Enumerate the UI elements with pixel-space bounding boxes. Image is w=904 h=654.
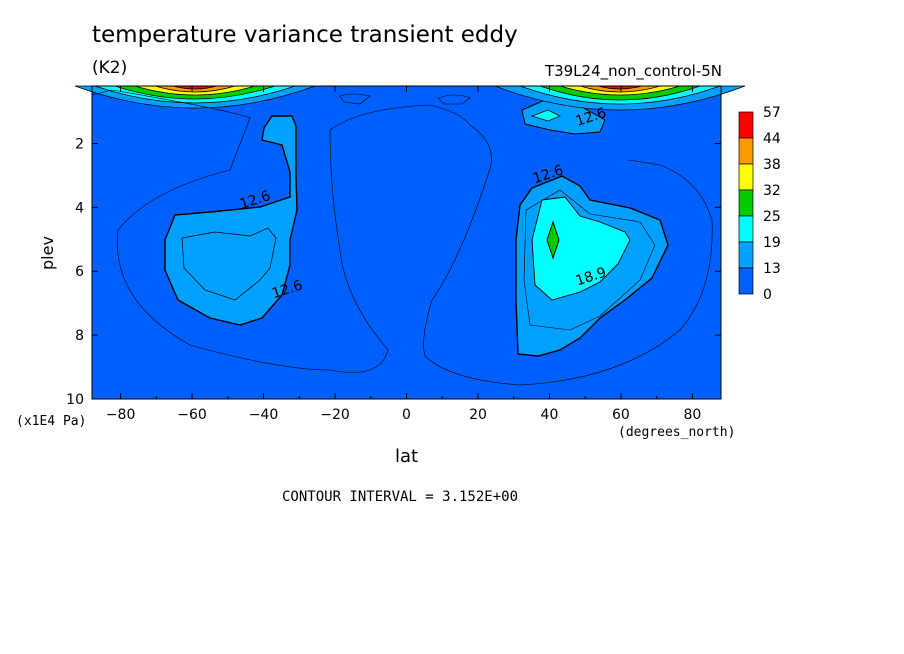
colorbar-swatch-6 xyxy=(738,267,754,295)
chart-title: temperature variance transient eddy xyxy=(92,22,518,48)
y-tick-label-2: 6 xyxy=(75,264,84,280)
x-tick-label-0: −80 xyxy=(106,407,136,423)
colorbar-label-3: 32 xyxy=(763,183,781,199)
colorbar-label-7: 0 xyxy=(763,287,772,303)
run-label: T39L24_non_control-5N xyxy=(544,62,722,80)
small-cell-b xyxy=(437,94,471,105)
colorbar-swatch-3 xyxy=(738,189,754,217)
colorbar-label-2: 38 xyxy=(763,157,781,173)
colorbar-label-0: 57 xyxy=(763,105,781,121)
left-lobe-fill xyxy=(164,115,298,326)
colorbar-label-4: 25 xyxy=(763,209,781,225)
contour-interval-note: CONTOUR INTERVAL = 3.152E+00 xyxy=(282,489,519,505)
colorbar-swatch-2 xyxy=(738,163,754,191)
x-tick-label-7: 60 xyxy=(612,407,630,423)
x-tick-label-5: 20 xyxy=(469,407,487,423)
x-axis-label: lat xyxy=(395,446,419,467)
colorbar-label-1: 44 xyxy=(763,131,781,147)
x-axis-ticks: −80 −60 −40 −20 0 20 40 60 80 xyxy=(106,86,701,423)
contour-lines xyxy=(91,89,713,386)
upper-right-core xyxy=(530,109,561,122)
x-axis-units: (degrees_north) xyxy=(618,425,736,440)
contour-fills xyxy=(74,85,746,399)
y-tick-label-1: 4 xyxy=(75,200,84,216)
y-tick-label-4: 10 xyxy=(66,392,84,408)
x-tick-label-4: 0 xyxy=(402,407,411,423)
colorbar-label-5: 19 xyxy=(763,235,781,251)
small-cell-a xyxy=(339,93,371,105)
colorbar: 57 44 38 32 25 19 13 0 xyxy=(738,105,781,303)
y-tick-label-0: 2 xyxy=(75,136,84,152)
x-tick-label-8: 80 xyxy=(683,407,701,423)
x-tick-label-3: −20 xyxy=(320,407,350,423)
x-tick-label-6: 40 xyxy=(541,407,559,423)
outer-contour xyxy=(111,89,713,386)
colorbar-label-6: 13 xyxy=(763,261,781,277)
right-mid-contour xyxy=(523,189,656,331)
y-axis-ticks: 2 4 6 8 10 xyxy=(66,136,721,408)
x-tick-label-2: −40 xyxy=(249,407,279,423)
y-tick-label-3: 8 xyxy=(75,328,84,344)
left-inner-contour xyxy=(181,227,277,301)
right-peak-fill xyxy=(546,220,560,260)
colorbar-swatch-0 xyxy=(738,111,754,139)
colorbar-swatch-5 xyxy=(738,241,754,269)
colorbar-swatch-1 xyxy=(738,137,754,165)
right-core-fill xyxy=(531,196,631,301)
y-axis-units: (x1E4 Pa) xyxy=(16,414,87,429)
colorbar-swatch-4 xyxy=(738,215,754,243)
outer-contour-edge xyxy=(91,89,113,96)
y-axis-label: plev xyxy=(38,236,57,270)
units-label: (K2) xyxy=(92,58,128,78)
contour-labels: 12.612.612.618.912.6 xyxy=(238,105,609,302)
x-tick-label-1: −60 xyxy=(177,407,207,423)
